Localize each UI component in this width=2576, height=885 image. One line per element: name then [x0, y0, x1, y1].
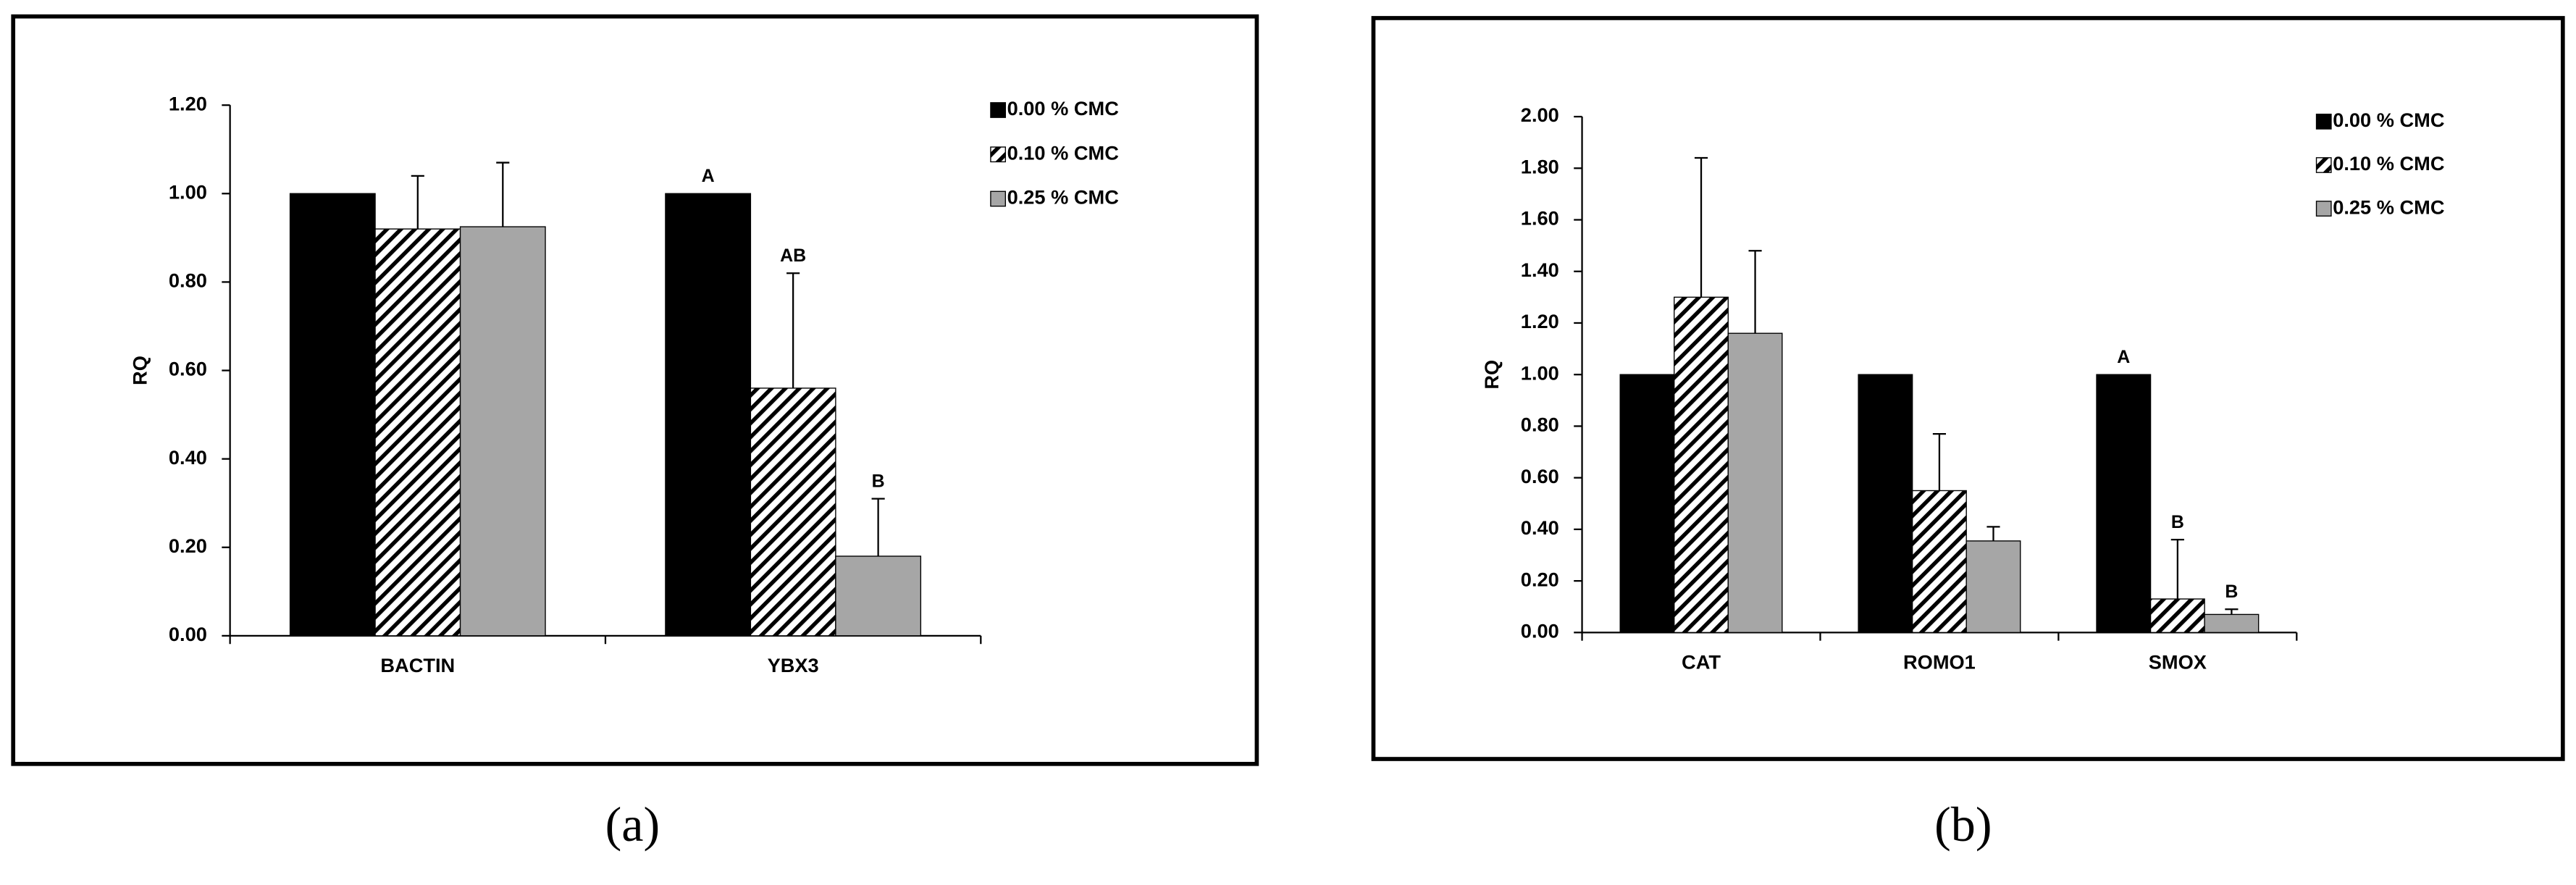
- y-tick-label: 0.20: [1521, 568, 1559, 590]
- y-tick-label: 1.00: [1521, 361, 1559, 384]
- chart-frame: [1371, 16, 2565, 761]
- y-tick-label: 0.20: [169, 534, 207, 557]
- bar: [750, 387, 836, 637]
- x-tick-label: YBX3: [768, 654, 819, 676]
- bar: [1911, 490, 1967, 634]
- y-axis-label: RQ: [1480, 360, 1503, 390]
- legend-swatch: [2315, 157, 2332, 173]
- legend-label: 0.25 % CMC: [2333, 196, 2444, 218]
- x-tick-label: CAT: [1682, 651, 1721, 674]
- y-axis-label: RQ: [128, 356, 151, 385]
- bar: [289, 193, 376, 637]
- x-tick-label: BACTIN: [380, 654, 455, 676]
- legend-swatch: [2315, 113, 2332, 130]
- panel-label: (b): [1934, 797, 1992, 852]
- legend-label: 0.00 % CMC: [2333, 109, 2444, 131]
- legend-swatch: [990, 190, 1007, 207]
- legend-swatch: [2315, 201, 2332, 217]
- bar: [1965, 540, 2021, 634]
- y-tick-label: 0.80: [169, 269, 207, 292]
- y-tick-label: 2.00: [1521, 104, 1559, 126]
- y-tick-label: 1.40: [1521, 259, 1559, 281]
- annotation: A: [702, 166, 715, 186]
- annotation: A: [2117, 347, 2130, 367]
- bar: [1674, 296, 1729, 634]
- bar: [2204, 613, 2260, 634]
- bar: [665, 193, 752, 637]
- annotation: B: [872, 471, 885, 492]
- legend-swatch: [990, 146, 1007, 163]
- bar: [2096, 374, 2152, 634]
- bar: [459, 226, 546, 637]
- annotation: AB: [780, 246, 806, 266]
- y-tick-label: 0.60: [169, 358, 207, 380]
- bar: [1727, 332, 1783, 634]
- y-tick-label: 1.00: [169, 180, 207, 203]
- legend-label: 0.25 % CMC: [1007, 186, 1119, 209]
- y-tick-label: 1.80: [1521, 155, 1559, 177]
- bar: [2149, 598, 2205, 634]
- annotation: B: [2171, 512, 2184, 532]
- x-tick-label: SMOX: [2149, 651, 2207, 674]
- chart-frame: [11, 14, 1259, 766]
- y-tick-label: 0.60: [1521, 465, 1559, 487]
- y-tick-label: 0.00: [1521, 620, 1559, 642]
- panel-label: (a): [605, 797, 660, 852]
- legend-label: 0.10 % CMC: [1007, 141, 1119, 164]
- bar: [1858, 374, 1913, 634]
- y-tick-label: 1.60: [1521, 207, 1559, 230]
- bar: [374, 228, 461, 637]
- legend-label: 0.00 % CMC: [1007, 97, 1119, 119]
- legend-label: 0.10 % CMC: [2333, 152, 2444, 175]
- y-tick-label: 1.20: [1521, 310, 1559, 332]
- bar: [835, 555, 922, 637]
- bar: [1619, 374, 1675, 634]
- legend-swatch: [990, 102, 1007, 118]
- y-tick-label: 0.40: [169, 446, 207, 469]
- y-tick-label: 0.40: [1521, 516, 1559, 539]
- y-tick-label: 1.20: [169, 92, 207, 114]
- annotation: B: [2225, 582, 2238, 602]
- y-tick-label: 0.00: [169, 623, 207, 645]
- x-tick-label: ROMO1: [1903, 651, 1976, 674]
- y-tick-label: 0.80: [1521, 414, 1559, 436]
